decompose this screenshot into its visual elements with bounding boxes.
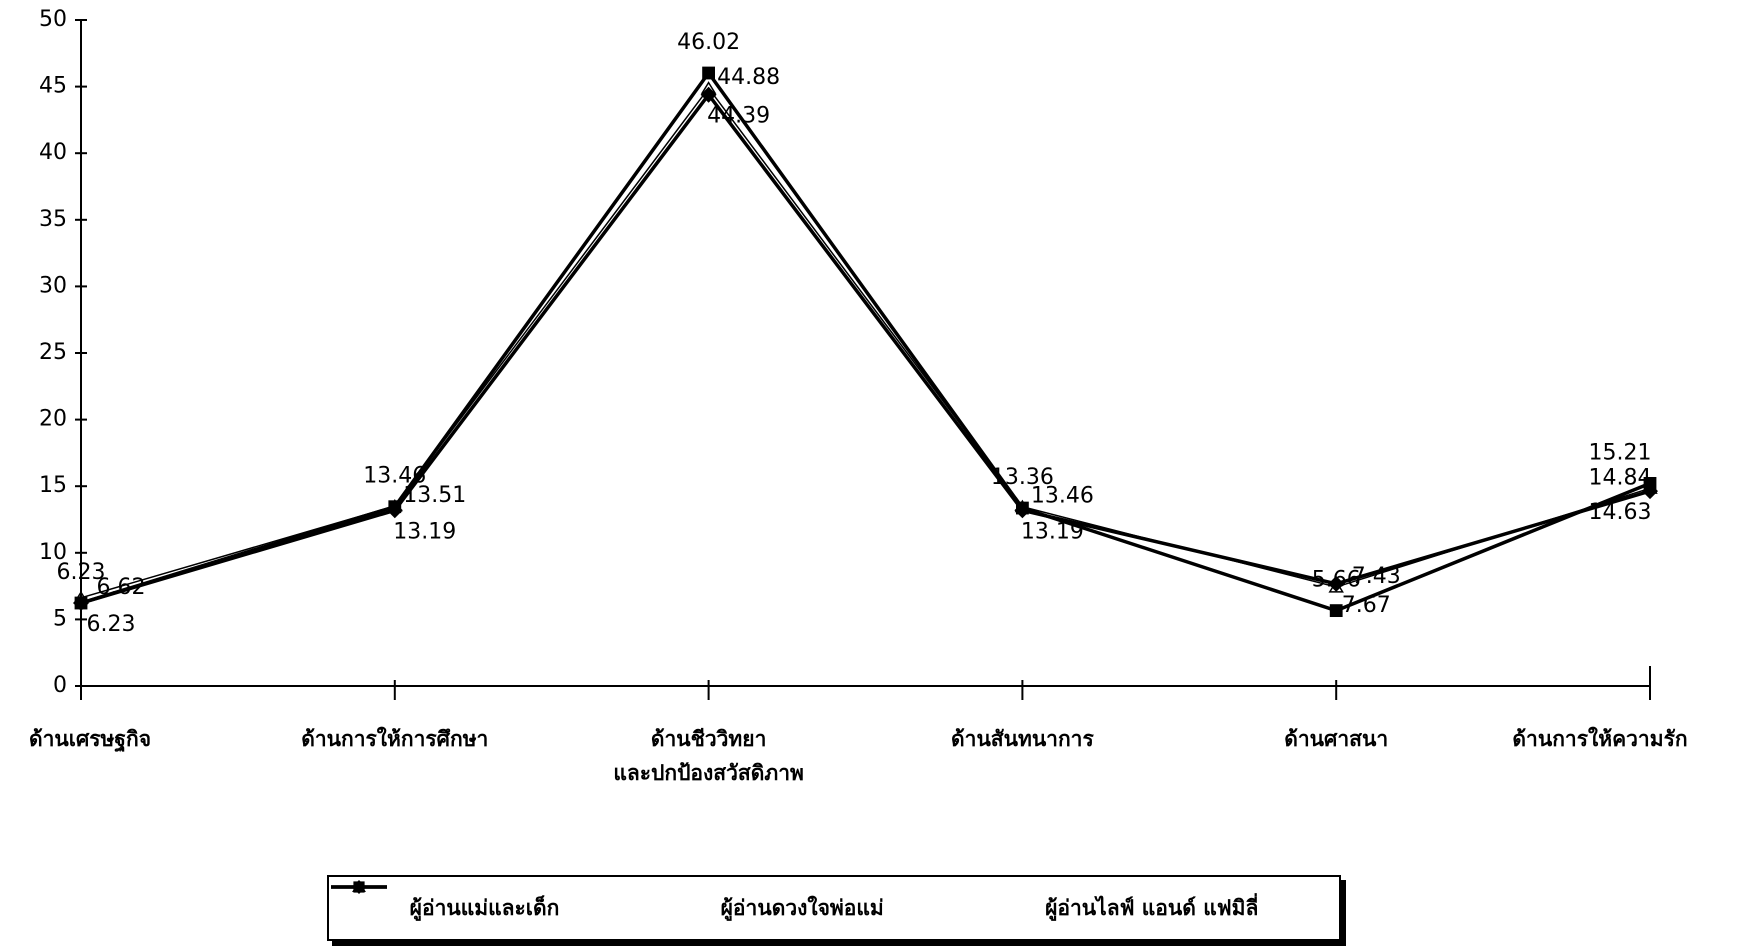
data-label: 6.23 <box>57 560 106 585</box>
data-point <box>1014 499 1031 513</box>
x-tick-label: ด้านชีววิทยา และปกป้องสวัสดิภาพ <box>613 727 804 785</box>
data-label: 46.02 <box>677 30 740 55</box>
data-label: 13.51 <box>403 483 466 508</box>
y-tick-label: 10 <box>39 540 67 565</box>
y-tick-label: 20 <box>39 407 67 432</box>
y-tick-label: 40 <box>39 140 67 165</box>
y-tick-label: 15 <box>39 473 67 498</box>
y-tick-label: 35 <box>39 207 67 232</box>
data-point <box>700 81 717 94</box>
x-tick-label: ด้านสันทนาการ <box>951 727 1094 751</box>
legend-item: ผู้อ่านไลฟ์ แอนด์ แฟมิลี่ <box>331 880 1259 925</box>
data-label: 13.19 <box>393 519 456 544</box>
data-point <box>1329 604 1343 618</box>
data-label: 13.19 <box>1021 519 1084 544</box>
data-label: 44.88 <box>717 65 780 90</box>
legend-marker <box>352 880 366 892</box>
x-tick-label: ด้านการให้ความรัก <box>1512 727 1688 751</box>
x-tick-label: ด้านเศรษฐกิจ <box>28 727 152 751</box>
data-label: 7.43 <box>1352 564 1401 589</box>
data-label: 13.46 <box>1031 484 1094 509</box>
series-line <box>80 86 1651 599</box>
data-point <box>702 66 715 80</box>
legend-item: ผู้อ่านดวงใจพ่อแม่ <box>331 881 884 925</box>
legend-label: ผู้อ่านแม่และเด็ก <box>409 895 560 920</box>
legend-swatch <box>331 880 387 892</box>
y-tick-label: 30 <box>39 273 67 298</box>
y-tick-label: 5 <box>53 606 67 631</box>
y-tick-label: 25 <box>39 340 67 365</box>
data-label: 6.23 <box>87 612 136 637</box>
plot: 051015202530354045506.2313.1944.3913.197… <box>39 7 1658 700</box>
legend-label: ผู้อ่านดวงใจพ่อแม่ <box>720 895 884 920</box>
data-point <box>1328 580 1344 593</box>
x-tick-label: ด้านการให้การศึกษา <box>301 727 489 751</box>
series-line <box>80 70 1651 613</box>
legend-item: ผู้อ่านแม่และเด็ก <box>331 880 560 925</box>
series-line <box>80 91 1651 605</box>
y-tick-label: 0 <box>53 673 67 698</box>
data-label: 15.21 <box>1589 440 1652 465</box>
data-label: 13.46 <box>363 464 426 489</box>
legend: ผู้อ่านแม่และเด็ก ผู้อ่านดวงใจพ่อแม่ ผู้อ่… <box>327 875 1341 941</box>
data-point <box>387 499 403 512</box>
data-point <box>700 86 717 103</box>
data-point <box>73 590 89 604</box>
data-label: 6.62 <box>97 575 146 600</box>
data-label: 14.84 <box>1589 465 1652 490</box>
x-tick-label: ด้านศาสนา <box>1284 727 1389 751</box>
data-point <box>1642 481 1658 494</box>
y-tick-label: 45 <box>39 74 67 99</box>
legend-label: ผู้อ่านไลฟ์ แอนด์ แฟมิลี่ <box>1045 895 1259 920</box>
y-tick-label: 50 <box>39 7 67 32</box>
